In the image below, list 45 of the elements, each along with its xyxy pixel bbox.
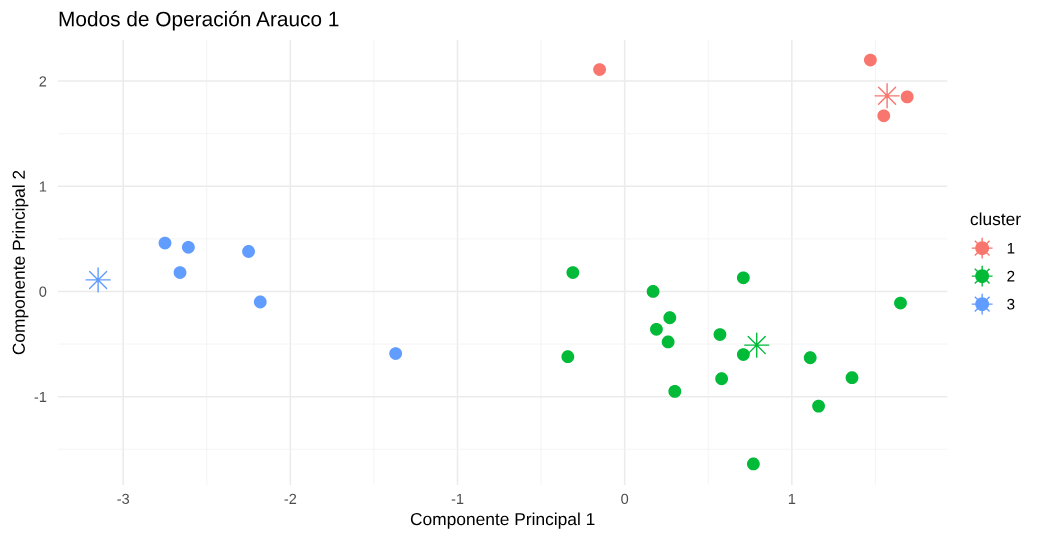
x-tick-label: -1 [451,493,464,504]
point [900,90,914,104]
point [593,63,606,76]
point [845,371,859,385]
y-tick-label: 2 [39,76,47,87]
point [864,53,877,67]
point [803,351,817,365]
point [746,457,760,471]
y-tick-label: 1 [39,181,47,192]
point [389,347,403,360]
point [715,372,729,386]
point [173,266,187,279]
legend-title: cluster [970,212,1021,226]
x-axis-title: Componente Principal 1 [410,512,595,529]
y-tick-label: 0 [39,286,47,297]
point [894,296,907,310]
point [744,332,770,358]
point [877,109,891,123]
point [561,350,575,364]
point [650,322,663,336]
x-tick-label: -2 [284,493,297,504]
x-tick-label: -3 [117,493,130,505]
point [713,328,727,341]
point [736,271,750,285]
point [566,266,580,279]
point [668,384,682,398]
point [646,285,660,298]
point [181,240,195,254]
chart-title: Modos de Operación Arauco 1 [59,10,339,31]
point [874,83,900,109]
point [85,267,111,293]
point [242,245,255,258]
legend-label: 3 [1007,298,1015,310]
y-axis-title: Componente Principal 2 [12,170,29,355]
point [253,295,267,309]
x-tick-label: 0 [621,493,629,505]
point [661,335,675,349]
point [736,348,750,361]
point [663,311,677,325]
y-tick-label: -1 [34,391,47,402]
legend-label: 2 [1007,270,1015,282]
legend-label: 1 [1007,242,1015,254]
point [158,236,172,250]
x-tick-label: 1 [788,493,796,504]
point [812,399,825,413]
